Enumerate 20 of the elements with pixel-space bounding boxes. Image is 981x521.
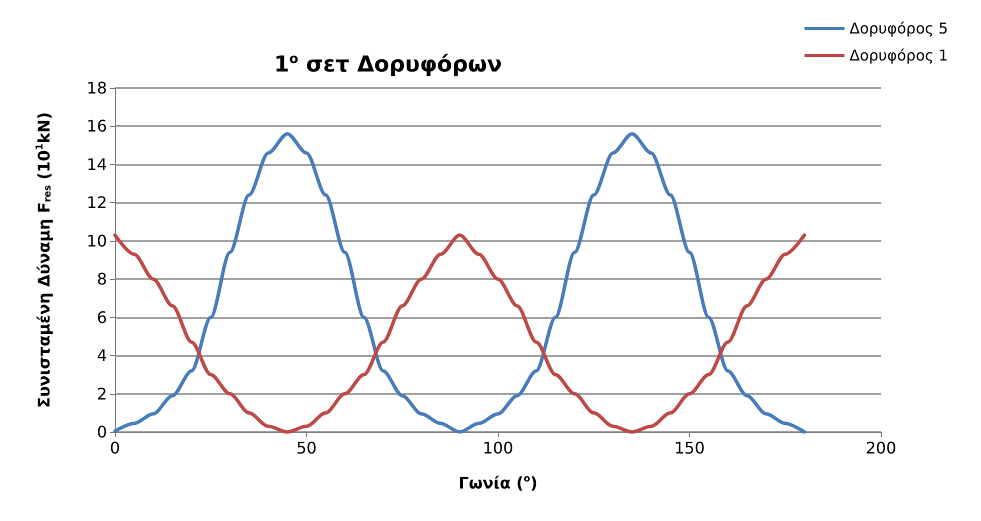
y-tick-label: 12 (86, 193, 107, 212)
y-axis-title: Συνισταμένη Δύναμη Fres (101kN) (34, 112, 54, 408)
x-tick-label: 0 (110, 438, 120, 458)
y-tick-label: 10 (86, 231, 107, 250)
y-tick-label: 16 (86, 116, 107, 136)
x-tick-label: 200 (866, 438, 896, 458)
y-tick-label: 14 (86, 154, 107, 174)
y-tick-label: 6 (96, 308, 107, 327)
line-series (113, 233, 806, 434)
y-tick-label: 0 (96, 422, 107, 442)
x-tick-label: 150 (674, 438, 705, 458)
line-series (113, 132, 806, 434)
y-tick-label: 4 (96, 346, 107, 366)
y-tick-label: 8 (96, 270, 107, 289)
y-tick-label: 18 (86, 78, 107, 98)
x-tick-label: 50 (296, 438, 317, 458)
y-tick-label: 2 (96, 384, 107, 404)
legend-label: Δορυφόρος 5 (849, 20, 948, 38)
legend-label: Δορυφόρος 1 (849, 46, 948, 64)
x-tick-label: 100 (482, 438, 514, 458)
